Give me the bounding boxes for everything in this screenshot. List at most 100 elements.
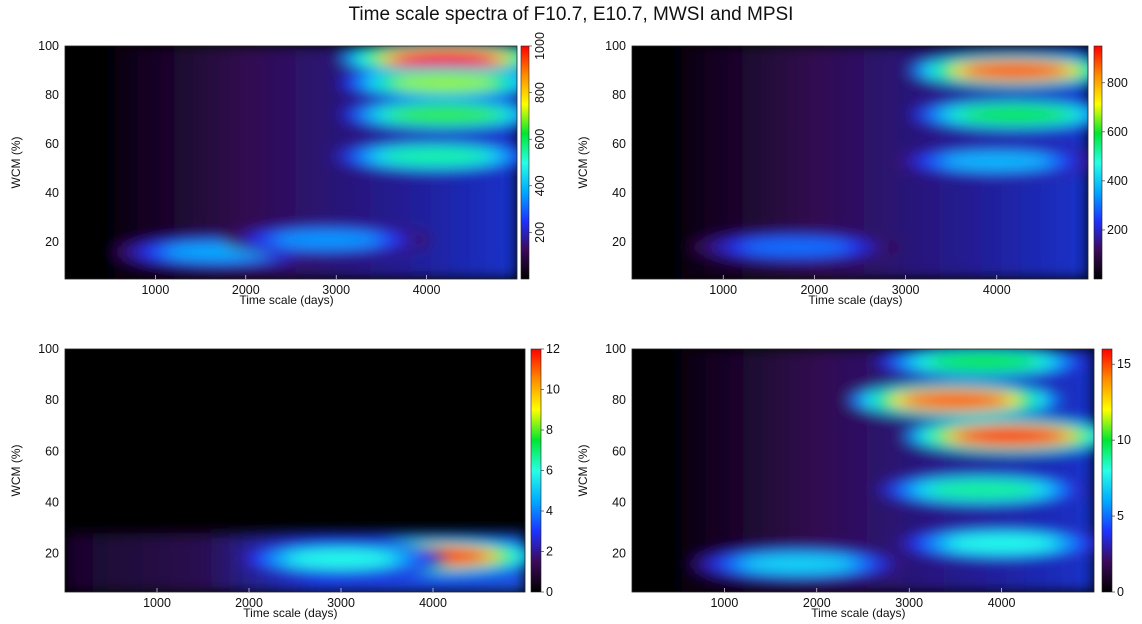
- hotspot-4-level-4: [947, 535, 1056, 552]
- y-tick-label: 60: [612, 137, 626, 151]
- y-tick-label: 20: [612, 235, 626, 249]
- colorbar-tick-label: 200: [533, 222, 547, 243]
- y-tick-label: 40: [45, 495, 59, 509]
- y-axis-label: WCM (%): [576, 137, 590, 189]
- y-tick-label: 60: [45, 444, 59, 458]
- heatmap-field: [667, 349, 1094, 592]
- x-tick-label: 4000: [413, 283, 441, 297]
- colorbar: [530, 348, 542, 593]
- y-tick-label: 20: [45, 547, 59, 561]
- colorbar-tick-label: 8: [546, 423, 553, 437]
- hotspot-1-level-4: [961, 106, 1069, 123]
- colorbar: [1101, 348, 1113, 593]
- plot-frame: [64, 45, 518, 280]
- heatmap-area: [65, 46, 517, 279]
- heatmap-area: [632, 349, 1094, 592]
- x-tick-label: 2000: [803, 596, 831, 610]
- hotspot-0-level-4: [391, 50, 498, 67]
- hotspot-2-level-4: [391, 106, 498, 123]
- plot-frame: [64, 348, 526, 593]
- y-axis-label: WCM (%): [9, 137, 23, 189]
- y-tick-label: 100: [605, 342, 626, 356]
- y-tick-label: 100: [605, 39, 626, 53]
- hotspot-2-level-4: [929, 353, 1038, 371]
- colorbar-tick-label: 6: [546, 464, 553, 478]
- hotspot-1-level-4: [901, 391, 1010, 409]
- y-tick-label: 20: [45, 235, 59, 249]
- y-tick-label: 40: [45, 186, 59, 200]
- y-tick-label: 60: [612, 444, 626, 458]
- y-tick-label: 80: [45, 88, 59, 102]
- y-tick-label: 40: [612, 186, 626, 200]
- y-axis-label: WCM (%): [9, 445, 23, 497]
- y-tick-label: 20: [612, 547, 626, 561]
- hotspot-1-level-4: [287, 550, 395, 568]
- hotspot-2-level-4: [943, 153, 1051, 170]
- hotspot-3-level-4: [929, 481, 1038, 499]
- y-axis-label: WCM (%): [576, 445, 590, 497]
- x-axis-label: Time scale (days): [811, 606, 905, 620]
- x-tick-label: 3000: [322, 283, 350, 297]
- x-tick-label: 3000: [895, 596, 923, 610]
- y-tick-label: 40: [612, 495, 626, 509]
- x-axis-label: Time scale (days): [243, 606, 337, 620]
- hotspot-5-level-4: [744, 555, 853, 573]
- hotspot-5-level-4: [274, 231, 380, 248]
- colorbar-tick-label: 15: [1117, 357, 1131, 371]
- x-axis-label: Time scale (days): [239, 293, 333, 307]
- x-tick-label: 2000: [235, 596, 263, 610]
- x-tick-label: 4000: [988, 596, 1016, 610]
- y-tick-label: 80: [612, 393, 626, 407]
- heatmap-field: [100, 46, 517, 279]
- heatmap-field: [65, 533, 525, 592]
- colorbar-tick-label: 1000: [533, 32, 547, 60]
- y-tick-label: 100: [38, 342, 59, 356]
- hotspot-3-level-4: [742, 239, 850, 256]
- colorbar-tick-label: 800: [1107, 76, 1128, 90]
- x-tick-label: 3000: [327, 596, 355, 610]
- colorbar-tick-label: 2: [546, 545, 553, 559]
- heatmap-area: [65, 349, 525, 592]
- x-tick-label: 3000: [892, 283, 920, 297]
- x-tick-label: 2000: [800, 283, 828, 297]
- hotspot-1-level-4: [391, 74, 498, 91]
- colorbar-tick-label: 200: [1107, 223, 1128, 237]
- heatmap-field: [667, 46, 1088, 279]
- figure-title: Time scale spectra of F10.7, E10.7, MWSI…: [348, 4, 794, 25]
- colorbar-tick-label: 600: [533, 129, 547, 150]
- x-tick-label: 4000: [419, 596, 447, 610]
- heatmap-panel-e107: 1000 2000 3000 4000 20 40 60 80 100 Time scale (d…: [576, 39, 1128, 307]
- y-tick-label: 60: [45, 137, 59, 151]
- plot-frame: [631, 45, 1089, 280]
- hotspot-0-level-4: [956, 427, 1065, 445]
- x-tick-label: 2000: [232, 283, 260, 297]
- colorbar-tick-label: 5: [1117, 509, 1124, 523]
- colorbar-tick-label: 4: [546, 504, 553, 518]
- y-tick-label: 80: [45, 393, 59, 407]
- colorbar-tick-label: 800: [533, 82, 547, 103]
- colorbar-tick-label: 0: [546, 585, 553, 599]
- plot-frame: [631, 348, 1095, 593]
- colorbar-tick-label: 12: [546, 342, 560, 356]
- colorbar-tick-label: 400: [533, 175, 547, 196]
- colorbar-tick-label: 400: [1107, 174, 1128, 188]
- x-tick-label: 1000: [710, 596, 738, 610]
- x-tick-label: 1000: [709, 283, 737, 297]
- y-tick-label: 80: [612, 88, 626, 102]
- heatmap-panel-f107: 1000 2000 3000 4000 20 40 60 80 100 Time scale (d…: [9, 32, 547, 307]
- hotspot-0-level-4: [961, 62, 1069, 79]
- colorbar-tick-label: 10: [546, 383, 560, 397]
- heatmap-area: [632, 46, 1088, 279]
- colorbar: [1093, 45, 1103, 280]
- x-tick-label: 1000: [141, 283, 169, 297]
- colorbar-tick-label: 10: [1117, 433, 1131, 447]
- hotspot-3-level-4: [382, 148, 489, 165]
- x-axis-label: Time scale (days): [808, 293, 902, 307]
- x-tick-label: 1000: [143, 596, 171, 610]
- colorbar-tick-label: 0: [1117, 585, 1124, 599]
- y-tick-label: 100: [38, 39, 59, 53]
- colorbar-tick-label: 600: [1107, 125, 1128, 139]
